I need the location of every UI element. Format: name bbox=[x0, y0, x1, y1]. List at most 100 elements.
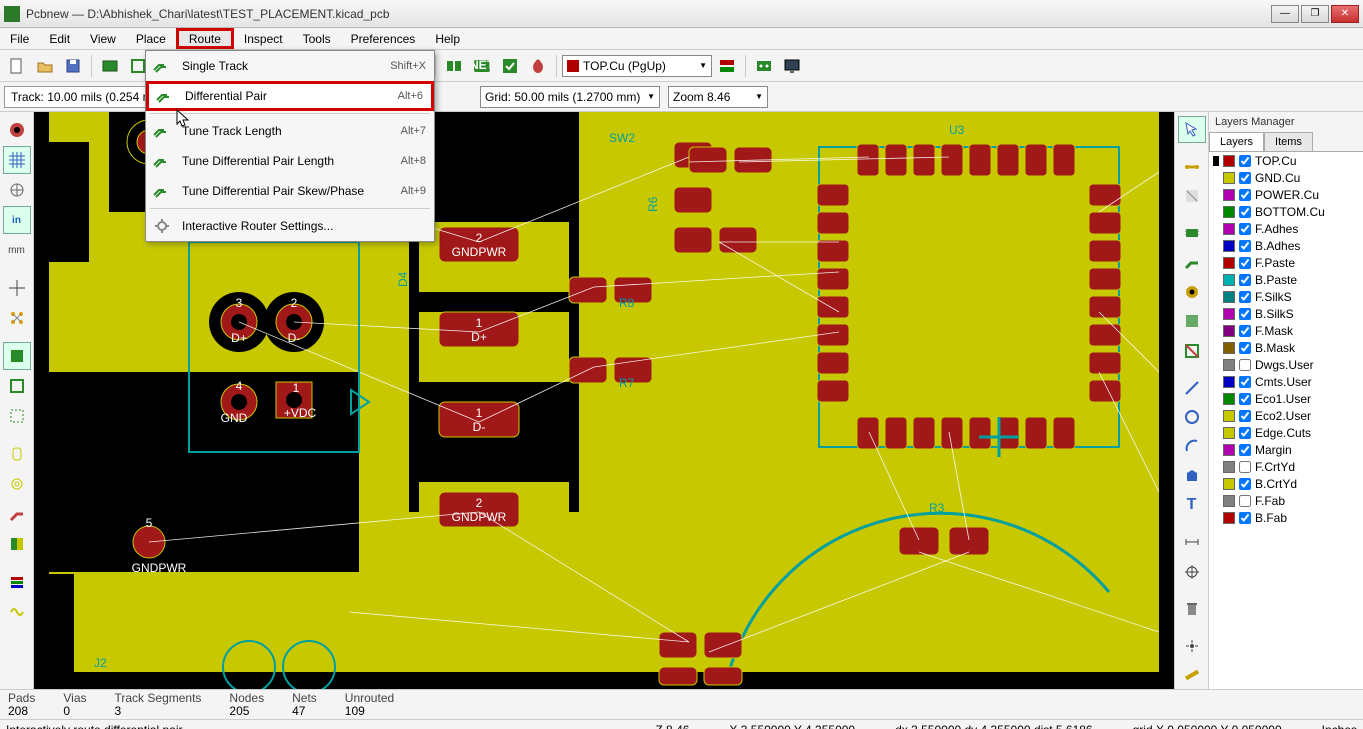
menu-item-single-track[interactable]: Single TrackShift+X bbox=[146, 51, 434, 81]
menu-file[interactable]: File bbox=[0, 28, 39, 49]
layer-pair-icon[interactable] bbox=[714, 53, 740, 79]
select-tool-icon[interactable] bbox=[1178, 116, 1206, 143]
zone-display-icon[interactable] bbox=[3, 342, 31, 370]
layer-row-f-adhes[interactable]: F.Adhes bbox=[1209, 220, 1363, 237]
layer-visibility-checkbox[interactable] bbox=[1239, 427, 1251, 439]
layer-row-f-mask[interactable]: F.Mask bbox=[1209, 322, 1363, 339]
layer-row-f-fab[interactable]: F.Fab bbox=[1209, 492, 1363, 509]
save-icon[interactable] bbox=[60, 53, 86, 79]
zoom-combo[interactable]: Zoom 8.46▼ bbox=[668, 86, 768, 108]
add-target-icon[interactable] bbox=[1178, 558, 1206, 585]
open-icon[interactable] bbox=[32, 53, 58, 79]
layer-row-top-cu[interactable]: TOP.Cu bbox=[1209, 152, 1363, 169]
pad-outline-icon[interactable] bbox=[3, 440, 31, 468]
menu-route[interactable]: Route bbox=[176, 28, 234, 49]
layer-visibility-checkbox[interactable] bbox=[1239, 461, 1251, 473]
layer-row-f-silks[interactable]: F.SilkS bbox=[1209, 288, 1363, 305]
menu-item-tune-differential-pair-length[interactable]: Tune Differential Pair LengthAlt+8 bbox=[146, 146, 434, 176]
menu-inspect[interactable]: Inspect bbox=[234, 28, 293, 49]
layer-row-b-adhes[interactable]: B.Adhes bbox=[1209, 237, 1363, 254]
add-dimension-icon[interactable] bbox=[1178, 529, 1206, 556]
units-mm-icon[interactable]: mm bbox=[3, 236, 31, 264]
menu-edit[interactable]: Edit bbox=[39, 28, 80, 49]
layer-visibility-checkbox[interactable] bbox=[1239, 291, 1251, 303]
layer-visibility-checkbox[interactable] bbox=[1239, 274, 1251, 286]
layer-visibility-checkbox[interactable] bbox=[1239, 376, 1251, 388]
minimize-button[interactable]: — bbox=[1271, 5, 1299, 23]
layer-row-dwgs-user[interactable]: Dwgs.User bbox=[1209, 356, 1363, 373]
layer-row-b-paste[interactable]: B.Paste bbox=[1209, 271, 1363, 288]
layer-row-b-fab[interactable]: B.Fab bbox=[1209, 509, 1363, 526]
units-in-icon[interactable]: in bbox=[3, 206, 31, 234]
add-zone-icon[interactable] bbox=[1178, 308, 1206, 335]
layer-row-power-cu[interactable]: POWER.Cu bbox=[1209, 186, 1363, 203]
layer-visibility-checkbox[interactable] bbox=[1239, 172, 1251, 184]
tab-layers[interactable]: Layers bbox=[1209, 132, 1264, 151]
menu-place[interactable]: Place bbox=[126, 28, 176, 49]
monitor-icon[interactable] bbox=[779, 53, 805, 79]
local-ratsnest-icon[interactable] bbox=[1178, 183, 1206, 210]
menu-view[interactable]: View bbox=[80, 28, 126, 49]
new-icon[interactable] bbox=[4, 53, 30, 79]
layer-row-margin[interactable]: Margin bbox=[1209, 441, 1363, 458]
via-outline-icon[interactable] bbox=[3, 470, 31, 498]
menu-item-tune-track-length[interactable]: Tune Track LengthAlt+7 bbox=[146, 116, 434, 146]
layers-toolbar-icon[interactable] bbox=[3, 568, 31, 596]
layer-row-bottom-cu[interactable]: BOTTOM.Cu bbox=[1209, 203, 1363, 220]
find-icon[interactable] bbox=[441, 53, 467, 79]
maximize-button[interactable]: ❐ bbox=[1301, 5, 1329, 23]
menu-preferences[interactable]: Preferences bbox=[341, 28, 426, 49]
draw-line-icon[interactable] bbox=[1178, 374, 1206, 401]
layer-row-gnd-cu[interactable]: GND.Cu bbox=[1209, 169, 1363, 186]
delete-icon[interactable] bbox=[1178, 595, 1206, 622]
menu-item-tune-differential-pair-skew-phase[interactable]: Tune Differential Pair Skew/PhaseAlt+9 bbox=[146, 176, 434, 206]
layer-visibility-checkbox[interactable] bbox=[1239, 478, 1251, 490]
ratsnest-icon[interactable] bbox=[3, 304, 31, 332]
grid-icon[interactable] bbox=[3, 146, 31, 174]
netlist-icon[interactable]: NETNET bbox=[469, 53, 495, 79]
microwave-icon[interactable] bbox=[3, 598, 31, 626]
zone-hide-icon[interactable] bbox=[3, 402, 31, 430]
layer-row-edge-cuts[interactable]: Edge.Cuts bbox=[1209, 424, 1363, 441]
layer-list[interactable]: TOP.CuGND.CuPOWER.CuBOTTOM.CuF.AdhesB.Ad… bbox=[1209, 152, 1363, 689]
add-keepout-icon[interactable] bbox=[1178, 337, 1206, 364]
layer-row-b-crtyd[interactable]: B.CrtYd bbox=[1209, 475, 1363, 492]
layer-visibility-checkbox[interactable] bbox=[1239, 359, 1251, 371]
layer-visibility-checkbox[interactable] bbox=[1239, 155, 1251, 167]
add-footprint-icon[interactable] bbox=[1178, 220, 1206, 247]
board-setup-icon[interactable] bbox=[97, 53, 123, 79]
layer-visibility-checkbox[interactable] bbox=[1239, 444, 1251, 456]
layer-visibility-checkbox[interactable] bbox=[1239, 240, 1251, 252]
track-outline-icon[interactable] bbox=[3, 500, 31, 528]
layer-visibility-checkbox[interactable] bbox=[1239, 223, 1251, 235]
layer-row-eco1-user[interactable]: Eco1.User bbox=[1209, 390, 1363, 407]
layer-visibility-checkbox[interactable] bbox=[1239, 257, 1251, 269]
layer-selector[interactable]: TOP.Cu (PgUp) ▼ bbox=[562, 55, 712, 77]
draw-circle-icon[interactable] bbox=[1178, 403, 1206, 430]
add-text-icon[interactable]: T bbox=[1178, 491, 1206, 518]
zone-outline-icon[interactable] bbox=[3, 372, 31, 400]
menu-item-differential-pair[interactable]: Differential PairAlt+6 bbox=[146, 81, 434, 111]
draw-polygon-icon[interactable] bbox=[1178, 462, 1206, 489]
layer-visibility-checkbox[interactable] bbox=[1239, 393, 1251, 405]
close-button[interactable]: ✕ bbox=[1331, 5, 1359, 23]
route-menu-dropdown[interactable]: Single TrackShift+XDifferential PairAlt+… bbox=[145, 50, 435, 242]
layer-row-f-paste[interactable]: F.Paste bbox=[1209, 254, 1363, 271]
grid-combo[interactable]: Grid: 50.00 mils (1.2700 mm)▼ bbox=[480, 86, 660, 108]
drc-off-icon[interactable] bbox=[3, 116, 31, 144]
menu-tools[interactable]: Tools bbox=[293, 28, 341, 49]
layer-row-b-silks[interactable]: B.SilkS bbox=[1209, 305, 1363, 322]
menu-help[interactable]: Help bbox=[425, 28, 470, 49]
layer-visibility-checkbox[interactable] bbox=[1239, 342, 1251, 354]
layer-row-b-mask[interactable]: B.Mask bbox=[1209, 339, 1363, 356]
bug-icon[interactable] bbox=[525, 53, 551, 79]
tab-items[interactable]: Items bbox=[1264, 132, 1313, 151]
grid-origin-icon[interactable] bbox=[1178, 632, 1206, 659]
layer-row-cmts-user[interactable]: Cmts.User bbox=[1209, 373, 1363, 390]
menu-item-interactive-router-settings-[interactable]: Interactive Router Settings... bbox=[146, 211, 434, 241]
layer-visibility-checkbox[interactable] bbox=[1239, 206, 1251, 218]
measure-icon[interactable] bbox=[1178, 662, 1206, 689]
layer-visibility-checkbox[interactable] bbox=[1239, 495, 1251, 507]
highlight-net-icon[interactable] bbox=[1178, 153, 1206, 180]
draw-arc-icon[interactable] bbox=[1178, 433, 1206, 460]
